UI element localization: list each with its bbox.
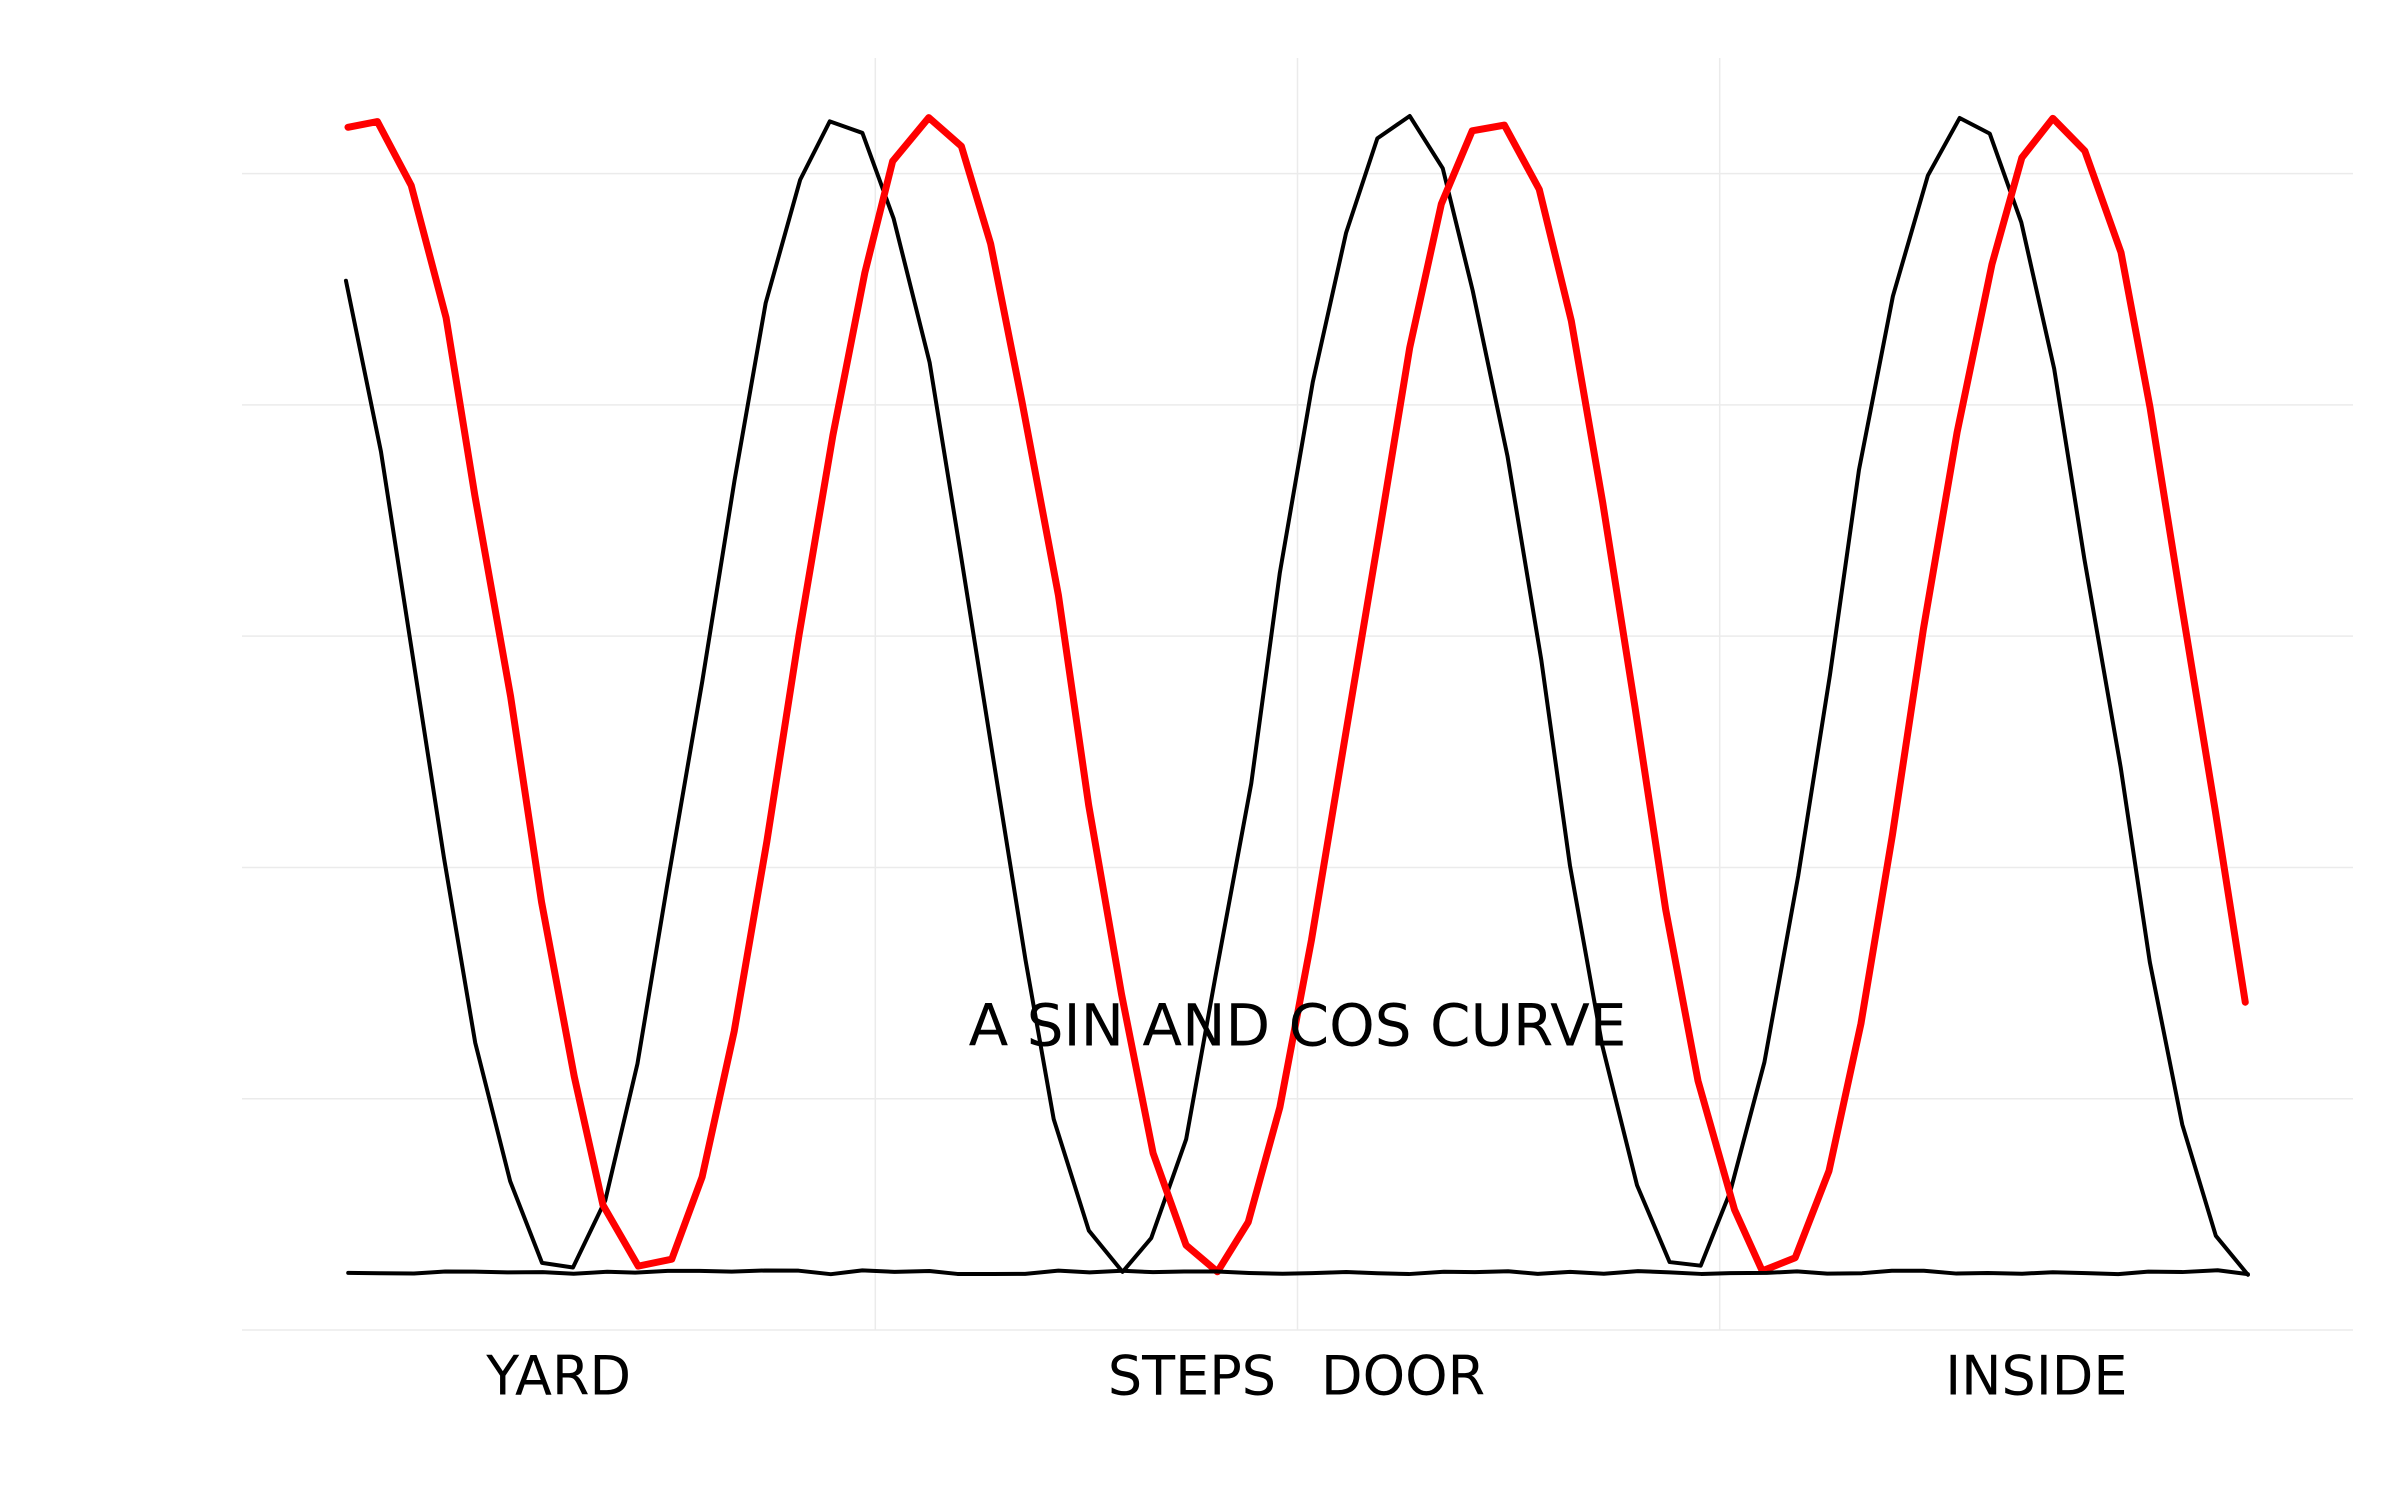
flat-baseline-line	[346, 1268, 2250, 1277]
x-tick-label: STEPS	[1108, 1345, 1276, 1408]
red-wave-line	[344, 114, 2249, 1276]
annotation-label: A SIN AND COS CURVE	[969, 991, 1627, 1059]
x-tick-label: YARD	[485, 1345, 631, 1408]
black-wave-line	[343, 114, 2250, 1277]
x-tick-label: INSIDE	[1945, 1345, 2127, 1408]
tick-layer: YARD STEPS DOOR INSIDE	[485, 1345, 2127, 1408]
x-tick-label: DOOR	[1321, 1345, 1485, 1408]
annotation-layer: A SIN AND COS CURVE	[969, 991, 1627, 1059]
grid-layer	[242, 58, 2353, 1331]
series-layer	[343, 114, 2250, 1277]
